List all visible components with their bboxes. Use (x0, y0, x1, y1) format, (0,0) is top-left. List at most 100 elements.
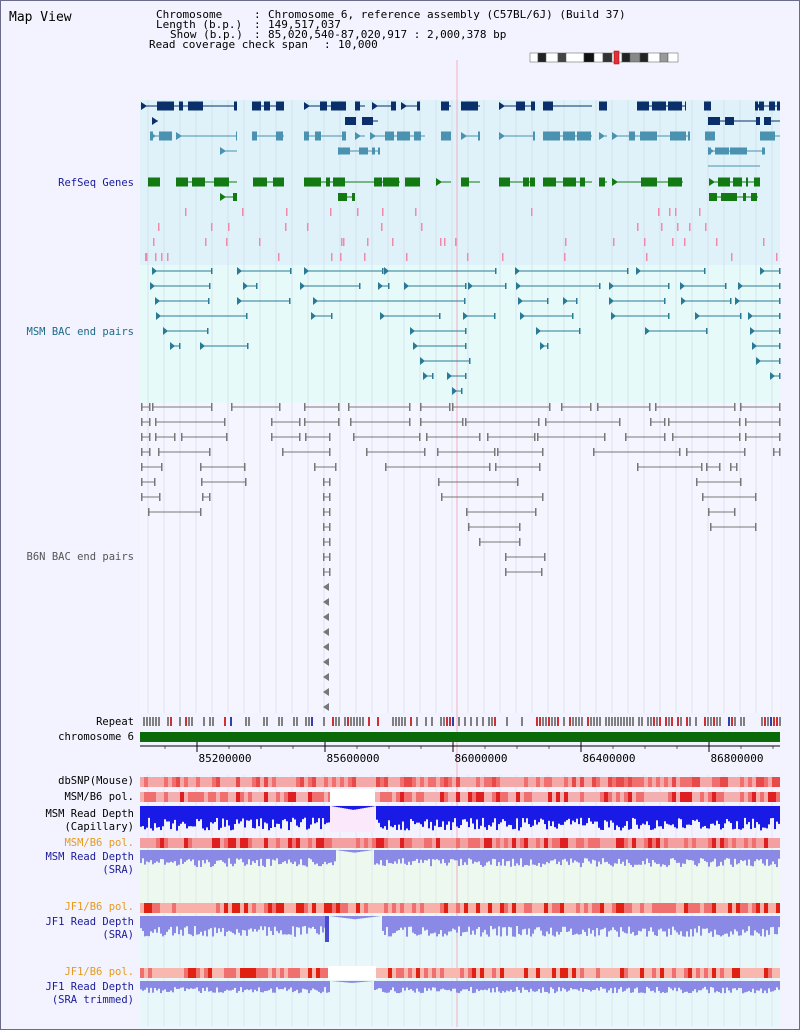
gene-exon (236, 131, 237, 141)
depth-bar (270, 981, 272, 989)
depth-bar (636, 806, 638, 825)
track-label-msm-depth-cap-1[interactable]: MSM Read Depth (45, 808, 134, 820)
track-label-jf1-pol-2[interactable]: JF1/B6 pol. (64, 966, 134, 978)
heat-cell (620, 968, 624, 978)
gene-strand-arrow (709, 193, 715, 201)
heat-cell (492, 903, 496, 913)
heat-cell (248, 968, 252, 978)
heat-cell (676, 968, 680, 978)
bac-end-marker (329, 568, 331, 576)
depth-bar (450, 981, 452, 992)
depth-bar (578, 916, 580, 935)
depth-bar (624, 981, 626, 991)
depth-bar (752, 916, 754, 936)
depth-bar (670, 806, 672, 826)
track-label-repeat[interactable]: Repeat (96, 716, 134, 728)
heat-cell (496, 777, 500, 787)
heat-cell (608, 903, 612, 913)
track-label-msm-depth-sra-1[interactable]: MSM Read Depth (45, 851, 134, 863)
heat-cell (196, 903, 200, 913)
heat-cell (548, 792, 552, 802)
bac-end-marker (760, 267, 765, 275)
heat-cell (428, 968, 432, 978)
depth-bar (342, 850, 344, 852)
depth-bar (234, 850, 236, 864)
depth-bar (414, 981, 416, 993)
heat-cell (560, 968, 564, 978)
gene-exon (414, 131, 421, 141)
heat-cell (528, 777, 532, 787)
heat-cell (668, 903, 672, 913)
depth-bar (676, 850, 678, 863)
bac-end-marker (773, 448, 775, 456)
track-label-msm-pol-2[interactable]: MSM/B6 pol. (64, 837, 134, 849)
bac-end-marker (779, 373, 781, 379)
depth-bar (514, 981, 516, 992)
heat-cell (500, 777, 504, 787)
repeat-element (677, 717, 679, 726)
bac-end-marker (540, 342, 545, 350)
depth-bar (178, 806, 180, 826)
depth-bar (194, 850, 196, 866)
depth-bar (558, 806, 560, 824)
repeat-element (770, 717, 772, 726)
repeat-element (554, 717, 556, 726)
depth-bar (758, 806, 760, 825)
heat-cell (460, 903, 464, 913)
gene-exon (157, 101, 174, 111)
depth-bar (522, 806, 524, 819)
depth-bar (656, 806, 658, 821)
depth-bar (568, 981, 570, 991)
heat-cell (652, 792, 656, 802)
heat-cell (776, 792, 780, 802)
bac-end-marker (695, 312, 700, 320)
depth-bar (456, 806, 458, 827)
bac-end-marker (649, 403, 651, 411)
rna-tick (415, 208, 417, 216)
depth-bar (284, 981, 286, 988)
depth-bar (260, 850, 262, 859)
repeat-element (632, 717, 634, 726)
gene-strand-arrow (436, 178, 442, 186)
repeat-element (305, 717, 307, 726)
heat-cell (452, 903, 456, 913)
heat-cell (176, 903, 180, 913)
heat-cell (736, 903, 740, 913)
depth-bar (282, 981, 284, 990)
ideogram-band (659, 52, 669, 63)
track-label-b6n-bac[interactable]: B6N BAC end pairs (26, 551, 134, 563)
track-label-refseq[interactable]: RefSeq Genes (58, 177, 134, 189)
track-label-dbsnp[interactable]: dbSNP(Mouse) (58, 775, 134, 787)
track-label-jf1-depth-sra-1[interactable]: JF1 Read Depth (45, 916, 134, 928)
track-label-jf1-depth-trim-1[interactable]: JF1 Read Depth (45, 981, 134, 993)
heat-cell (248, 777, 252, 787)
depth-bar (546, 916, 548, 932)
depth-bar (254, 916, 256, 929)
gene-strand-arrow (252, 132, 258, 140)
depth-bar (286, 981, 288, 991)
bac-end-marker (290, 268, 292, 274)
depth-bar (566, 850, 568, 862)
depth-bar (732, 850, 734, 867)
depth-bar (340, 916, 342, 918)
track-label-msm-bac[interactable]: MSM BAC end pairs (26, 326, 134, 338)
bac-end-marker (149, 403, 151, 411)
depth-bar (354, 850, 356, 853)
gene-exon (234, 101, 237, 111)
gene-exon (523, 177, 529, 187)
depth-bar (572, 850, 574, 863)
bac-end-marker (516, 282, 521, 290)
track-label-jf1-pol-1[interactable]: JF1/B6 pol. (64, 901, 134, 913)
bac-end-marker (701, 463, 703, 471)
depth-bar (204, 981, 206, 991)
depth-bar (692, 916, 694, 937)
track-label-msm-pol-1[interactable]: MSM/B6 pol. (64, 791, 134, 803)
depth-bar (616, 850, 618, 864)
depth-bar (338, 806, 340, 808)
depth-bar (242, 981, 244, 993)
heat-cell (164, 968, 168, 978)
depth-bar (618, 981, 620, 990)
heat-cell (576, 838, 580, 848)
heat-cell (708, 903, 712, 913)
